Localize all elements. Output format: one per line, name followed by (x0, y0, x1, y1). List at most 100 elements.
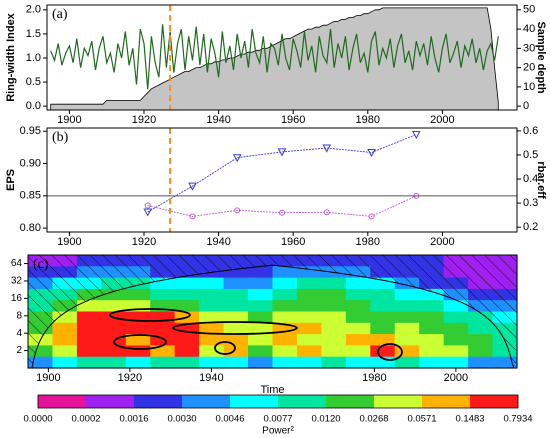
x-tick-label: 1920 (118, 372, 142, 384)
x-tick-label: 1900 (57, 114, 81, 126)
colorbar-label: 0.1483 (455, 414, 484, 425)
panel-label: (b) (52, 130, 69, 145)
sample-depth-area (50, 7, 499, 111)
colorbar-title: Power² (262, 426, 294, 437)
power-cell (248, 277, 274, 290)
power-cell (272, 277, 298, 290)
power-cell (321, 277, 347, 290)
power-cell (370, 277, 396, 290)
y-tick-label: 0.95 (20, 125, 41, 137)
power-cell (174, 288, 200, 301)
power-cell (370, 345, 396, 358)
power-cell (174, 300, 200, 313)
power-cell (345, 311, 371, 324)
power-cell (76, 311, 102, 324)
power-cell (174, 277, 200, 290)
power-cell (248, 266, 274, 279)
panel-label: (a) (52, 7, 68, 22)
x-tick-label: 1980 (356, 236, 380, 248)
marker (322, 144, 332, 153)
power-cell (272, 322, 298, 335)
power-cell (443, 311, 469, 324)
colorbar-swatch (182, 395, 230, 408)
power-cell (468, 311, 494, 324)
power-cell (296, 277, 322, 290)
power-cell (174, 334, 200, 346)
contour (109, 308, 191, 322)
power-cell (419, 345, 445, 358)
power-cell (468, 356, 494, 369)
y-tick-label: 8 (16, 310, 22, 321)
colorbar-swatch (134, 395, 182, 408)
y-tick-label: 1.0 (26, 52, 41, 64)
colorbar-label: 0.0000 (23, 414, 52, 425)
power-cell (419, 322, 445, 335)
power-cell (52, 322, 78, 335)
contour (377, 343, 403, 361)
power-cell (345, 277, 371, 290)
plot-frame (27, 254, 518, 369)
power-cell (272, 356, 298, 369)
power-cell (272, 345, 298, 358)
marker (367, 149, 376, 158)
y2-tick-label: 0.4 (523, 173, 538, 185)
power-cell (443, 300, 469, 313)
power-cell (419, 311, 445, 324)
power-cell (28, 345, 54, 358)
power-cell (272, 288, 298, 301)
y-tick-label: 4 (16, 328, 22, 339)
marker (277, 148, 287, 157)
power-cell (101, 356, 127, 369)
y-tick-label: 0.0 (26, 100, 41, 112)
y2-axis-label: Sample depth (535, 21, 547, 93)
y2-tick-label: 0.6 (523, 125, 538, 137)
y-tick-label: 2 (16, 345, 22, 356)
colorbar-label: 0.7934 (503, 414, 532, 425)
x-tick-label: 2000 (430, 114, 454, 126)
power-cell (248, 311, 274, 324)
power-cell (394, 300, 420, 313)
x-tick-label: 2000 (444, 372, 468, 384)
power-cell (150, 334, 176, 346)
power-cell (345, 334, 371, 346)
power-cell (150, 311, 176, 324)
y-tick-label: 0.5 (26, 76, 41, 88)
power-cell (101, 300, 127, 313)
colorbar-label: 0.0571 (407, 414, 436, 425)
power-cell (443, 345, 469, 358)
y-tick-label: 1.5 (26, 28, 41, 40)
colorbar-swatch (470, 395, 518, 408)
power-cell (174, 322, 200, 335)
colorbar-label: 0.0016 (119, 414, 148, 425)
colorbar-label: 0.0030 (167, 414, 196, 425)
x-tick-label: 1920 (132, 114, 156, 126)
marker (143, 208, 153, 217)
power-cell (296, 334, 322, 346)
power-cell (150, 288, 176, 301)
marker (279, 209, 285, 216)
y-tick-label: 64 (11, 258, 23, 269)
power-cell (223, 322, 249, 335)
power-cell (345, 345, 371, 358)
power-cell (419, 334, 445, 346)
power-cell (321, 356, 347, 369)
power-cell (370, 288, 396, 301)
power-cell (199, 322, 225, 335)
power-cell (345, 322, 371, 335)
power-cell (370, 356, 396, 369)
power-cell (394, 356, 420, 369)
marker (189, 213, 196, 220)
power-cell (492, 356, 518, 369)
x-axis-label: Time (260, 384, 284, 396)
power-cell (76, 322, 102, 335)
marker (368, 213, 375, 220)
power-cell (28, 356, 54, 369)
power-cell (419, 356, 445, 369)
power-cell (296, 356, 322, 369)
power-cell (248, 345, 274, 358)
power-cell (370, 311, 396, 324)
power-cell (223, 345, 249, 358)
power-cell (394, 288, 420, 301)
power-cell (52, 334, 78, 346)
power-cell (125, 288, 151, 301)
